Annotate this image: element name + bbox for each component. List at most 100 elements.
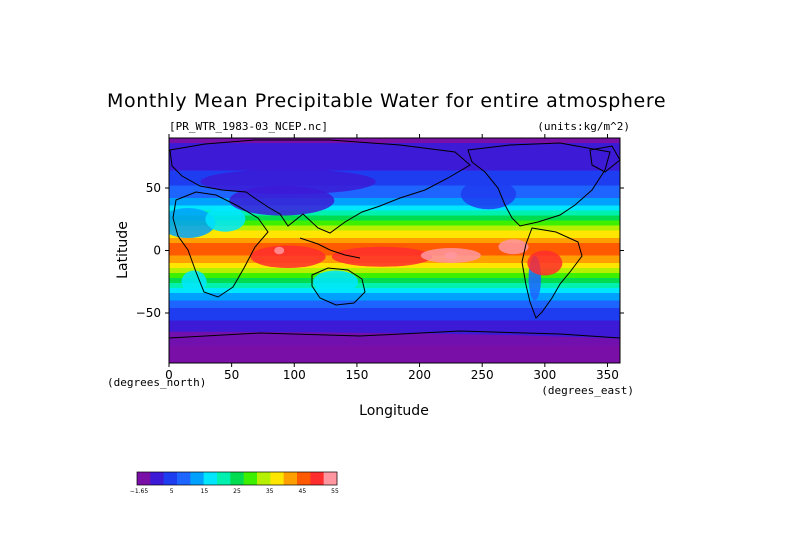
field-band bbox=[169, 200, 620, 204]
colorbar-swatch bbox=[297, 472, 311, 485]
antarctic-dry-region bbox=[169, 331, 620, 357]
field-band bbox=[169, 270, 620, 274]
field-band bbox=[169, 313, 620, 317]
colorbar-frame bbox=[136, 471, 338, 486]
indian-ocean-max-region bbox=[274, 246, 285, 255]
field-band bbox=[169, 140, 620, 144]
field-band bbox=[169, 213, 620, 217]
field-band bbox=[169, 173, 620, 177]
units-label: (units:kg/m^2) bbox=[537, 120, 630, 133]
field-band bbox=[169, 325, 620, 329]
australia-dry-region bbox=[313, 270, 359, 293]
field-band bbox=[169, 230, 620, 234]
field-band bbox=[169, 170, 620, 174]
colorbar-swatch bbox=[163, 472, 178, 485]
indian-ocean-moist-region bbox=[250, 245, 326, 268]
source-file-label: [PR_WTR_1983-03_NCEP.nc] bbox=[169, 120, 328, 133]
x-tick-label: 100 bbox=[283, 368, 306, 382]
field-band bbox=[169, 198, 620, 202]
colorbar-swatch bbox=[150, 472, 164, 485]
field-band bbox=[169, 158, 620, 162]
x-axis-label: Longitude bbox=[359, 403, 429, 419]
field-band bbox=[169, 148, 620, 152]
field-band bbox=[169, 138, 620, 142]
colorbar-swatch bbox=[177, 472, 191, 485]
southern-africa-dry-region bbox=[181, 270, 207, 293]
field-band bbox=[169, 168, 620, 172]
field-band bbox=[169, 275, 620, 279]
coastline-australia bbox=[311, 267, 366, 306]
colorbar-tick-label: 45 bbox=[299, 488, 307, 495]
field-band bbox=[169, 193, 620, 197]
colorbar-swatch bbox=[203, 472, 218, 485]
field-band bbox=[169, 210, 620, 214]
field-band bbox=[169, 283, 620, 287]
pacific-max-region bbox=[444, 251, 458, 260]
x-tick-label: 50 bbox=[224, 368, 239, 382]
north-america-dry-region bbox=[460, 179, 517, 210]
colorbar-tick-label: 5 bbox=[170, 488, 174, 495]
x-tick-label: 250 bbox=[471, 368, 494, 382]
coastline-greenland bbox=[589, 145, 620, 173]
field-band bbox=[169, 303, 620, 307]
colorbar-swatch bbox=[270, 472, 284, 485]
x-tick-label: 200 bbox=[408, 368, 431, 382]
x-unit-label: (degrees_east) bbox=[541, 384, 634, 397]
field-band bbox=[169, 225, 620, 229]
west-pacific-moist-region bbox=[331, 246, 433, 267]
field-band bbox=[169, 280, 620, 284]
field-band bbox=[169, 298, 620, 302]
field-band bbox=[169, 160, 620, 164]
siberia-dry-region bbox=[200, 169, 376, 195]
field-band bbox=[169, 155, 620, 159]
x-tick-label: 300 bbox=[533, 368, 556, 382]
field-band bbox=[169, 288, 620, 292]
field-band bbox=[169, 165, 620, 169]
y-axis-label: Latitude bbox=[115, 221, 131, 279]
colorbar-tick-label: −1.65 bbox=[130, 488, 149, 495]
field-band bbox=[169, 215, 620, 219]
field-band bbox=[169, 295, 620, 299]
field-band bbox=[169, 190, 620, 194]
field-band bbox=[169, 150, 620, 154]
field-band bbox=[169, 180, 620, 184]
field-band bbox=[169, 205, 620, 209]
sahara-dry-region bbox=[169, 208, 216, 238]
field-band bbox=[169, 268, 620, 272]
field-band bbox=[169, 265, 620, 269]
y-axis: 50 0 −50 bbox=[136, 181, 624, 320]
colorbar-tick-label: 15 bbox=[201, 488, 209, 495]
x-tick-label: 350 bbox=[596, 368, 619, 382]
field-band bbox=[169, 243, 620, 247]
y-tick-label: 0 bbox=[153, 244, 161, 258]
y-unit-label: (degrees_north) bbox=[107, 376, 206, 389]
field-band bbox=[169, 330, 620, 334]
colorbar-swatch bbox=[190, 472, 204, 485]
colorbar-tick-label: 25 bbox=[233, 488, 241, 495]
coastline-indonesia bbox=[299, 237, 361, 259]
field-band bbox=[169, 220, 620, 224]
colorbar-swatch bbox=[323, 472, 338, 485]
east-pacific-moist-region bbox=[498, 239, 529, 255]
field-band bbox=[169, 300, 620, 304]
field-band bbox=[169, 178, 620, 182]
field-band bbox=[169, 328, 620, 332]
colorbar-swatch bbox=[310, 472, 324, 485]
field-band bbox=[169, 305, 620, 309]
field-band bbox=[169, 360, 620, 363]
field-band bbox=[169, 233, 620, 237]
coastline-africa bbox=[172, 191, 269, 298]
colorbar-swatch bbox=[217, 472, 231, 485]
field-band bbox=[169, 195, 620, 199]
field-band bbox=[169, 318, 620, 322]
field-band bbox=[169, 355, 620, 359]
x-tick-label: 0 bbox=[165, 368, 173, 382]
field-band bbox=[169, 273, 620, 277]
field-band bbox=[169, 293, 620, 297]
chart-title: Monthly Mean Precipitable Water for enti… bbox=[107, 90, 666, 112]
colorbar-swatch bbox=[230, 472, 244, 485]
field-band bbox=[169, 320, 620, 324]
colorbar: −1.65 5 15 25 35 45 55 bbox=[130, 471, 339, 495]
field-band bbox=[169, 323, 620, 327]
